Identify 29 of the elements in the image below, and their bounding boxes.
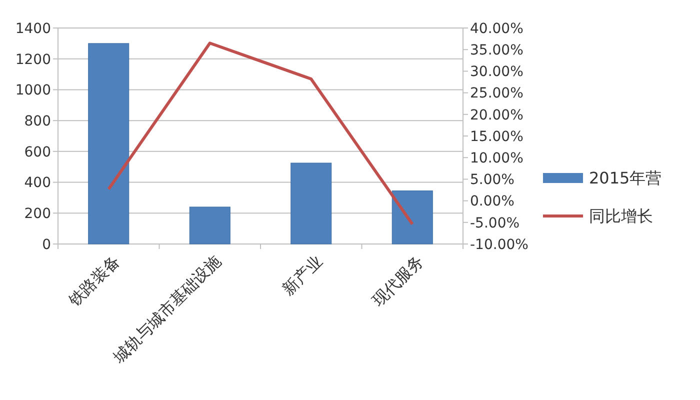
y2-tick-label: 25.00% — [470, 86, 524, 102]
bar — [88, 43, 130, 244]
y2-tick-label: -10.00% — [470, 236, 528, 253]
x-tick-label: 铁路装备 — [64, 251, 124, 311]
y2-tick-label: 0.00% — [470, 194, 514, 210]
bar — [290, 162, 332, 244]
y-tick-label: 1400 — [15, 20, 51, 37]
y2-tick-label: 5.00% — [470, 172, 514, 188]
y2-tick-label: 30.00% — [470, 64, 524, 80]
y2-tick-label: 10.00% — [470, 150, 524, 166]
line-series — [107, 42, 414, 226]
y-tick-label: 800 — [24, 113, 51, 130]
bar — [189, 206, 230, 244]
y-tick-label: 400 — [24, 175, 51, 192]
x-tick-label: 新产业 — [278, 251, 326, 299]
legend-label: 同比增长 — [589, 206, 653, 226]
y2-tick-label: 40.00% — [470, 20, 524, 37]
y2-tick-label: 20.00% — [470, 107, 524, 124]
x-tick-label: 现代服务 — [368, 251, 428, 310]
y-tick-label: 200 — [24, 206, 51, 222]
legend-label: 2015年营 — [589, 168, 662, 188]
y-tick-label: 1200 — [15, 52, 51, 68]
y2-tick-label: -5.00% — [470, 215, 520, 232]
bar — [392, 190, 433, 244]
y2-tick-label: 15.00% — [470, 128, 524, 145]
y-tick-label: 0 — [42, 236, 51, 253]
y-tick-label: 1000 — [15, 82, 51, 99]
y-tick-label: 600 — [24, 144, 51, 160]
y2-tick-label: 35.00% — [470, 42, 524, 58]
